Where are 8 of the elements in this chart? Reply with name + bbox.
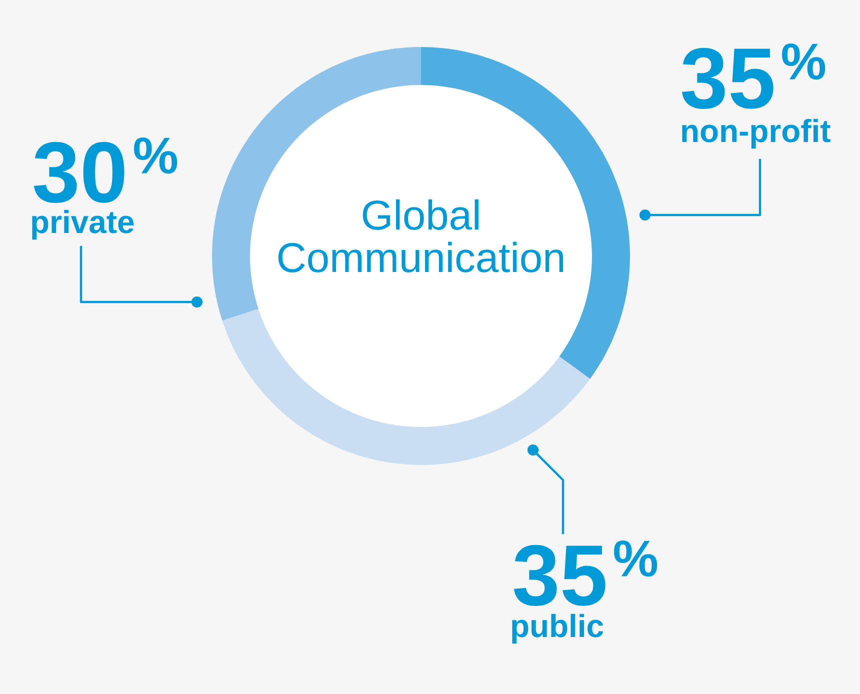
- data-label: 30%: [34, 137, 178, 203]
- data-label: 35%: [514, 540, 658, 606]
- slice-label: public: [512, 614, 604, 644]
- data-label: 35%: [682, 43, 826, 109]
- text: Global Communication: [278, 199, 564, 272]
- slice-label: private: [32, 210, 134, 240]
- slice-label: non-profit: [682, 118, 830, 149]
- donut-slice: [222, 308, 590, 465]
